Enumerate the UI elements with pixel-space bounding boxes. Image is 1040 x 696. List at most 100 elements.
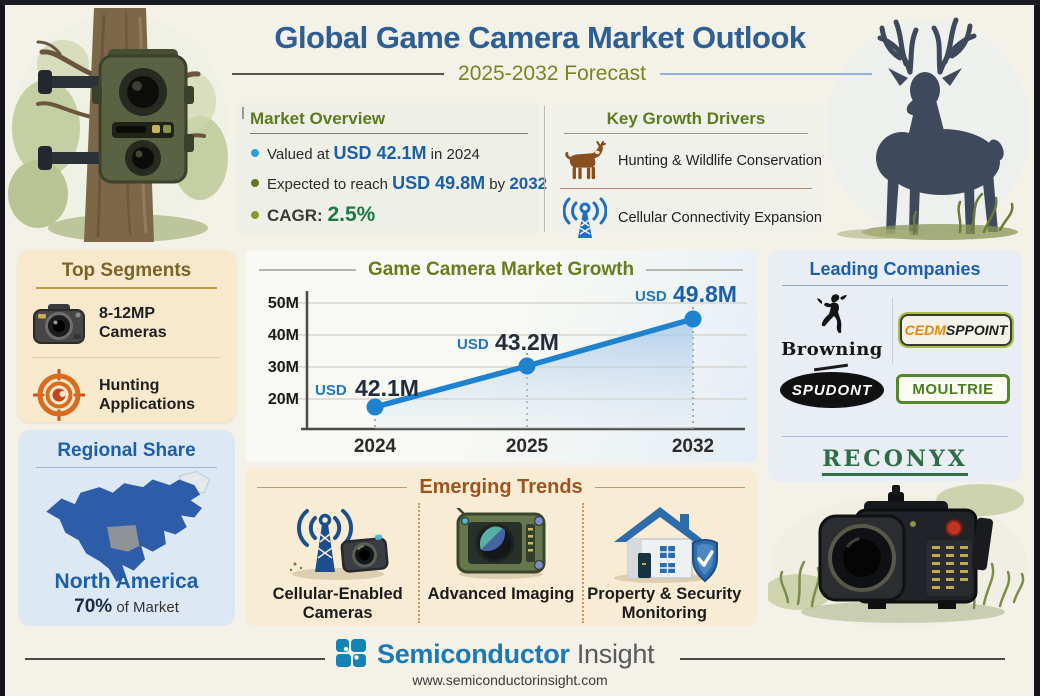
footer-line-right	[680, 658, 1005, 660]
trend-security-label: Property & Security Monitoring	[587, 585, 742, 622]
emerging-trends-panel: Emerging Trends	[245, 468, 757, 626]
leading-companies-title: Leading Companies	[782, 250, 1008, 286]
moultrie-wordmark: MOULTRIE	[912, 380, 994, 398]
y-axis-ticks: 50M 40M 30M 20M	[268, 295, 299, 408]
page-edge-bottom	[0, 0, 1040, 5]
deer-silhouette-illustration	[826, 17, 1030, 240]
page-title: Global Game Camera Market Outlook	[274, 20, 806, 55]
emerging-trends-title-row: Emerging Trends	[257, 476, 745, 499]
trends-title-line-right	[594, 486, 745, 489]
spudont-wordmark: SPUDONT	[791, 381, 873, 399]
target-icon	[32, 369, 86, 421]
emerging-trends-columns: Cellular-Enabled Cameras	[257, 503, 745, 623]
spypoint-logo: CEDM SPPOINT	[900, 314, 1012, 346]
bullet-text: Expected to reach	[267, 176, 393, 193]
chart-title: Game Camera Market Growth	[367, 259, 635, 280]
home-shield-icon	[608, 505, 720, 583]
y-tick-30m: 30M	[268, 359, 299, 376]
logo-column-divider	[892, 298, 893, 364]
top-segments-title: Top Segments	[36, 260, 217, 289]
regional-share-suffix: of Market	[112, 599, 179, 616]
trend-cellular-column: Cellular-Enabled Cameras	[257, 503, 418, 623]
y-tick-50m: 50M	[268, 295, 299, 312]
north-america-map	[46, 471, 211, 582]
market-overview-title: Market Overview	[250, 109, 528, 134]
driver-hunting-row: Hunting & Wildlife Conservation	[560, 134, 822, 189]
data-point-2032	[684, 310, 702, 328]
chart-title-row: Game Camera Market Growth	[245, 250, 757, 283]
label-2032-value: 49.8M	[673, 283, 737, 307]
brand-name-primary: Semiconductor	[377, 638, 570, 669]
spudont-wing-mark	[813, 363, 849, 372]
companies-divider	[782, 436, 1008, 437]
camera-icon	[32, 300, 86, 346]
deer-icon	[562, 141, 608, 181]
valuation-2024-value: USD 42.1M	[333, 143, 427, 163]
forecast-year: 2032	[509, 174, 548, 193]
x-tick-2032: 2032	[672, 436, 714, 457]
spudont-logo: SPUDONT	[780, 372, 884, 408]
data-point-labels: USD 42.1M USD 43.2M USD 49.8M	[315, 281, 737, 401]
moultrie-logo: MOULTRIE	[896, 374, 1010, 404]
driver-cellular-row: Cellular Connectivity Expansion	[560, 189, 822, 247]
segment-cameras-label: 8-12MP Cameras	[99, 304, 167, 341]
imaging-device-icon	[452, 505, 550, 583]
cagr-value: 2.5%	[327, 203, 376, 226]
x-tick-2025: 2025	[506, 436, 549, 457]
spypoint-wordmark-right: SPPOINT	[945, 322, 1008, 338]
cagr-label: CAGR:	[267, 206, 328, 225]
browning-wordmark: Browning	[781, 339, 883, 360]
label-2024-currency: USD	[315, 382, 347, 399]
overview-bullet-cagr: CAGR: 2.5%	[250, 203, 528, 227]
growth-drivers-panel: Key Growth Drivers Hunting & Wildlife Co…	[552, 103, 822, 238]
overview-bullet-valuation: Valued at USD 42.1M in 2024	[250, 143, 528, 164]
label-2025-currency: USD	[457, 336, 489, 353]
y-tick-40m: 40M	[268, 327, 299, 344]
market-growth-line-chart: 50M 40M 30M 20M USD 42.1M USD 43.2M	[268, 281, 747, 457]
rugged-camera-illustration	[768, 484, 1027, 628]
brand-name-secondary: Insight	[576, 638, 655, 669]
x-axis-ticks: 2024 2025 2032	[354, 436, 714, 457]
growth-drivers-title: Key Growth Drivers	[564, 109, 808, 134]
reconyx-wordmark: RECONYX	[822, 446, 968, 476]
overview-bullet-forecast: Expected to reach USD 49.8M by 2032	[250, 173, 547, 194]
x-tick-2024: 2024	[354, 436, 397, 457]
bullet-text: by	[485, 176, 510, 193]
y-tick-20m: 20M	[268, 391, 299, 408]
overview-accent-tick	[242, 107, 244, 119]
label-2024-value: 42.1M	[355, 375, 419, 401]
market-overview-panel: Market Overview Valued at USD 42.1M in 2…	[236, 103, 547, 234]
regional-share-percent: 70%	[74, 596, 113, 617]
regional-share-value-row: 70% of Market	[18, 596, 235, 618]
cellular-camera-icon	[283, 505, 393, 583]
label-2032-currency: USD	[635, 288, 667, 305]
trend-security-column: Property & Security Monitoring	[581, 503, 745, 623]
subtitle-line-right	[659, 73, 872, 75]
driver-cellular-label: Cellular Connectivity Expansion	[618, 210, 822, 226]
page-subtitle-row: 2025-2032 Forecast	[232, 62, 872, 86]
data-point-2025	[518, 357, 536, 375]
regional-share-panel: Regional Share North America 70% of Mark…	[18, 430, 235, 626]
spypoint-wordmark-left: CEDM	[904, 322, 946, 338]
trail-camera-tree-illustration	[8, 8, 228, 242]
page-edge-left	[0, 0, 5, 696]
driver-hunting-label: Hunting & Wildlife Conservation	[618, 153, 822, 169]
browning-logo: Browning	[778, 292, 886, 360]
bullet-text: in 2024	[426, 146, 480, 163]
chart-area-fill	[375, 319, 693, 429]
bullet-text: Valued at	[267, 146, 334, 163]
page-subtitle: 2025-2032 Forecast	[458, 62, 646, 85]
data-point-2024	[366, 398, 384, 416]
trend-cellular-label: Cellular-Enabled Cameras	[272, 585, 403, 622]
overview-drivers-divider	[544, 106, 545, 232]
browning-buck-icon	[817, 294, 847, 334]
leading-companies-panel: Leading Companies Browning CEDM SPPOINT S…	[768, 250, 1022, 482]
trend-imaging-column: Advanced Imaging	[418, 503, 581, 623]
regional-share-title: Regional Share	[36, 440, 217, 468]
emerging-trends-title: Emerging Trends	[419, 476, 583, 498]
semiconductor-insight-logo-icon	[336, 639, 366, 667]
chart-title-line-right	[646, 269, 743, 271]
top-segments-panel: Top Segments 8-12MP Cameras	[18, 250, 235, 422]
footer-brand: Semiconductor Insight	[334, 637, 655, 671]
